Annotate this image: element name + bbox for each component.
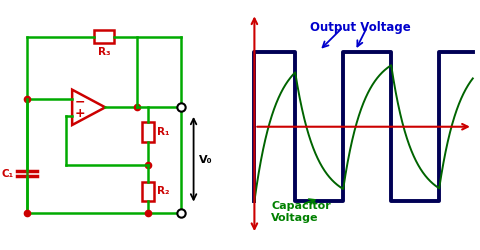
Text: V₀: V₀ [199,155,213,165]
Bar [142,182,155,201]
Text: R₃: R₃ [98,46,110,56]
Text: Capacitor
Voltage: Capacitor Voltage [271,201,331,223]
Text: R₂: R₂ [156,186,169,196]
Text: R₁: R₁ [156,126,169,136]
Text: Output Voltage: Output Voltage [310,21,410,34]
Bar [94,30,114,43]
Text: −: − [74,95,85,108]
Bar [142,122,155,142]
Text: C₁: C₁ [1,168,13,178]
Text: +: + [74,107,85,120]
